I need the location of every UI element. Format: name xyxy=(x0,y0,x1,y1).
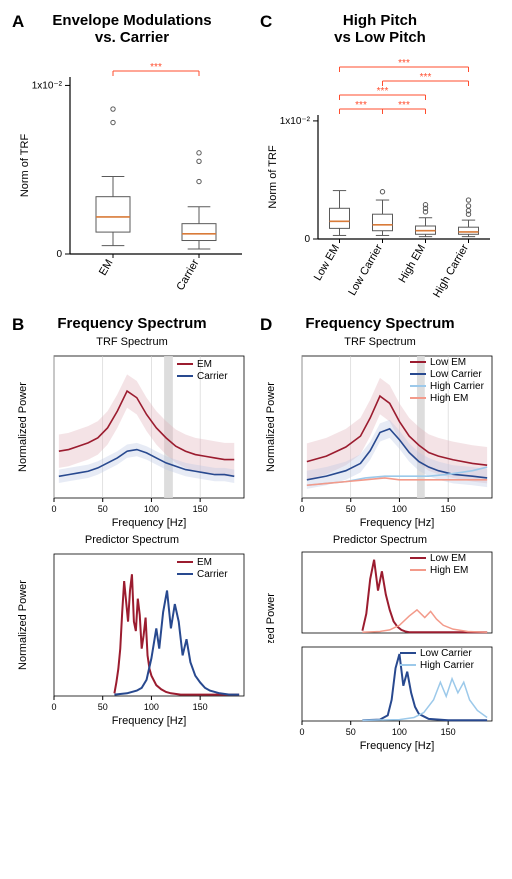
panel-b-trf-spectrum: 0 50 100 150 Frequency [Hz] Normalized Power E… xyxy=(12,350,252,530)
svg-text:High EM: High EM xyxy=(430,393,468,404)
svg-text:***: *** xyxy=(420,72,432,83)
panel-d-predictor-spectrum-em: Low EMHigh EM Normalized Power xyxy=(260,548,500,643)
svg-text:0: 0 xyxy=(304,234,310,245)
panel-d-title: Frequency Spectrum xyxy=(258,315,502,332)
panel-a-title-line1: Envelope Modulations xyxy=(52,12,211,29)
panel-a-title-line2: vs. Carrier xyxy=(95,29,169,46)
svg-text:High Carrier: High Carrier xyxy=(431,242,471,300)
svg-text:Low EM: Low EM xyxy=(430,553,466,564)
svg-text:***: *** xyxy=(398,100,410,111)
svg-text:High EM: High EM xyxy=(397,242,428,285)
svg-text:0: 0 xyxy=(299,504,304,514)
panel-c: C High Pitch vs Low Pitch 0 1x10⁻² Norm of… xyxy=(258,10,502,309)
svg-text:Frequency [Hz]: Frequency [Hz] xyxy=(112,517,187,529)
svg-text:EM: EM xyxy=(97,257,116,277)
panel-c-title-line1: High Pitch xyxy=(343,12,417,29)
svg-text:***: *** xyxy=(150,62,162,73)
svg-text:Low Carrier: Low Carrier xyxy=(430,369,482,380)
svg-text:***: *** xyxy=(398,58,410,69)
svg-text:150: 150 xyxy=(441,504,456,514)
panel-d-letter: D xyxy=(260,315,272,335)
svg-text:Frequency [Hz]: Frequency [Hz] xyxy=(360,740,435,752)
panel-a: A Envelope Modulations vs. Carrier 0 1x10… xyxy=(10,10,254,309)
panel-b-predictor-spectrum: 0 50 100 150 Frequency [Hz] Normalized Power E… xyxy=(12,548,252,728)
svg-text:Carrier: Carrier xyxy=(174,257,201,292)
svg-text:150: 150 xyxy=(193,504,208,514)
svg-text:150: 150 xyxy=(441,727,456,737)
svg-text:50: 50 xyxy=(346,727,356,737)
svg-text:1x10⁻²: 1x10⁻² xyxy=(280,115,311,126)
svg-text:Normalized Power: Normalized Power xyxy=(17,381,29,471)
panel-c-letter: C xyxy=(260,12,272,32)
panel-d-predictor-spectrum-carrier: 0 50 100 150 Frequency [Hz] Low CarrierHigh C… xyxy=(260,643,500,753)
svg-text:High Carrier: High Carrier xyxy=(430,381,485,392)
svg-text:Low EM: Low EM xyxy=(312,242,342,282)
panel-b-trf-subtitle: TRF Spectrum xyxy=(10,336,254,348)
panel-c-title-line2: vs Low Pitch xyxy=(334,29,426,46)
svg-text:EM: EM xyxy=(197,359,212,370)
svg-text:Frequency [Hz]: Frequency [Hz] xyxy=(112,715,187,727)
panel-b-pred-subtitle: Predictor Spectrum xyxy=(10,534,254,546)
svg-text:100: 100 xyxy=(144,702,159,712)
svg-text:1x10⁻²: 1x10⁻² xyxy=(32,80,63,91)
panel-d-trf-spectrum: 0 50 100 150 Frequency [Hz] Normalized Power L… xyxy=(260,350,500,530)
svg-text:0: 0 xyxy=(51,702,56,712)
svg-text:EM: EM xyxy=(197,557,212,568)
panel-d-trf-subtitle: TRF Spectrum xyxy=(258,336,502,348)
panel-b: B Frequency Spectrum TRF Spectrum 0 50 100… xyxy=(10,313,254,753)
svg-text:High Carrier: High Carrier xyxy=(420,660,475,671)
svg-text:Low Carrier: Low Carrier xyxy=(420,648,472,659)
svg-text:Carrier: Carrier xyxy=(197,371,228,382)
svg-text:100: 100 xyxy=(144,504,159,514)
panel-d-pred-subtitle: Predictor Spectrum xyxy=(258,534,502,546)
panel-d: D Frequency Spectrum TRF Spectrum 0 50 100… xyxy=(258,313,502,753)
panel-a-letter: A xyxy=(12,12,24,32)
svg-text:50: 50 xyxy=(98,504,108,514)
svg-text:100: 100 xyxy=(392,504,407,514)
svg-text:Normalized Power: Normalized Power xyxy=(265,592,277,642)
figure-grid: A Envelope Modulations vs. Carrier 0 1x10… xyxy=(10,10,502,753)
panel-a-boxplot: 0 1x10⁻² Norm of TRF EM Carrier *** xyxy=(12,49,252,309)
svg-text:High EM: High EM xyxy=(430,565,468,576)
svg-text:0: 0 xyxy=(299,727,304,737)
panel-a-title: Envelope Modulations vs. Carrier xyxy=(10,12,254,47)
svg-text:Frequency [Hz]: Frequency [Hz] xyxy=(360,517,435,529)
svg-text:Norm of TRF: Norm of TRF xyxy=(267,145,279,209)
svg-text:0: 0 xyxy=(56,249,62,260)
svg-text:***: *** xyxy=(355,100,367,111)
svg-text:***: *** xyxy=(377,86,389,97)
svg-text:Low EM: Low EM xyxy=(430,357,466,368)
panel-b-title: Frequency Spectrum xyxy=(10,315,254,332)
svg-text:Carrier: Carrier xyxy=(197,569,228,580)
svg-text:150: 150 xyxy=(193,702,208,712)
svg-text:100: 100 xyxy=(392,727,407,737)
panel-b-letter: B xyxy=(12,315,24,335)
svg-text:Low Carrier: Low Carrier xyxy=(346,242,385,298)
panel-c-boxplot: 0 1x10⁻² Norm of TRF Low EMLow Carrier High … xyxy=(260,49,500,309)
svg-text:50: 50 xyxy=(346,504,356,514)
svg-text:Normalized Power: Normalized Power xyxy=(17,579,29,669)
svg-text:Norm of TRF: Norm of TRF xyxy=(19,133,31,197)
svg-text:0: 0 xyxy=(51,504,56,514)
panel-c-title: High Pitch vs Low Pitch xyxy=(258,12,502,47)
svg-text:Normalized Power: Normalized Power xyxy=(265,381,277,471)
svg-text:50: 50 xyxy=(98,702,108,712)
